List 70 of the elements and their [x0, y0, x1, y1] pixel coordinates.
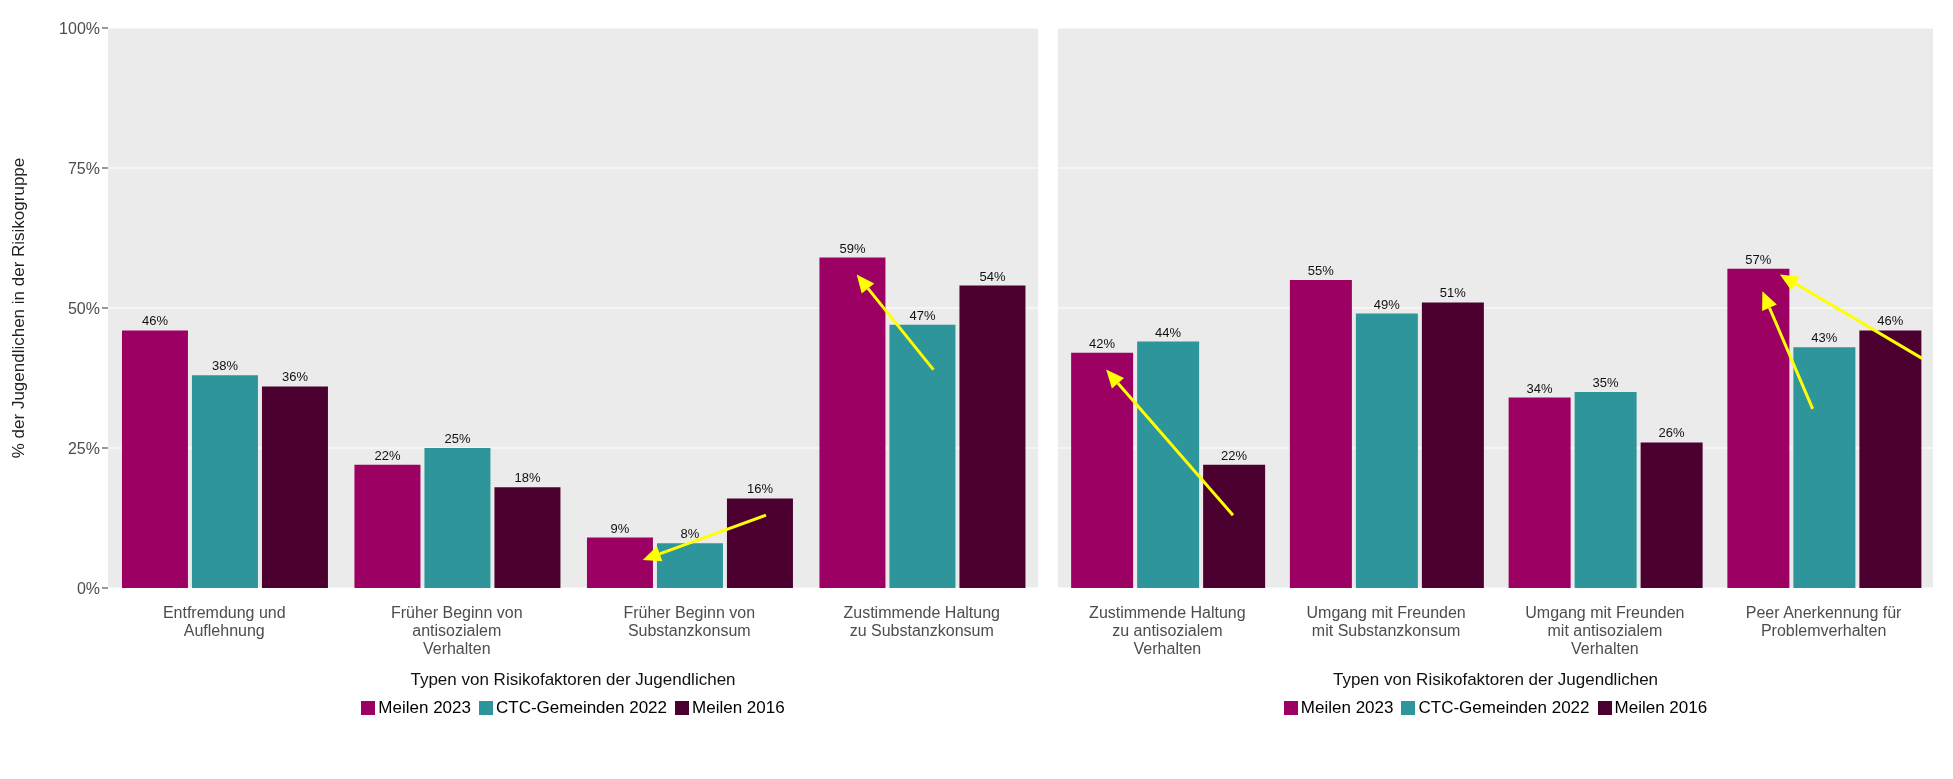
data-label: 55%	[1307, 263, 1335, 278]
x-tick-label: Peer Anerkennung für Problemverhalten	[1745, 604, 1903, 639]
bar	[191, 375, 258, 588]
y-tick-label: 0%	[76, 579, 100, 597]
x-tick-label: Früher Beginn von Substanzkonsum	[623, 604, 756, 639]
bar	[424, 448, 491, 588]
data-label: 59%	[839, 240, 866, 256]
data-label: 25%	[444, 431, 471, 446]
bar	[819, 257, 886, 588]
data-label: 49%	[1373, 296, 1401, 312]
data-label: 9%	[610, 520, 630, 536]
bar	[1793, 347, 1856, 588]
data-label: 8%	[680, 526, 700, 542]
bar	[261, 386, 328, 588]
data-label: 46%	[1877, 313, 1904, 329]
data-label: 34%	[1526, 380, 1554, 396]
data-label: 43%	[1811, 330, 1838, 346]
x-tick-label: Umgang mit Freunden mit Substanzkonsum	[1306, 604, 1466, 639]
data-label: 22%	[374, 447, 401, 463]
x-tick-label: Zustimmende Haltung zu antisozialem Verhalten	[1089, 604, 1246, 657]
data-label: 38%	[211, 358, 239, 374]
data-label: 18%	[514, 470, 541, 486]
bar	[889, 324, 956, 588]
data-label: 26%	[1658, 425, 1686, 441]
bar	[354, 464, 421, 588]
y-axis-title: % der Jugendlichen in der Risikogruppe	[9, 157, 29, 459]
data-label: 47%	[909, 307, 936, 323]
bar	[1727, 268, 1790, 588]
data-label: 51%	[1439, 285, 1467, 301]
bar	[1355, 313, 1418, 588]
y-tick-label: 75%	[67, 159, 100, 177]
bar	[1640, 442, 1703, 588]
bar	[586, 537, 653, 588]
x-tick-label: Entfremdung und Auflehnung	[162, 604, 286, 639]
bar	[121, 330, 188, 588]
data-label: 22%	[1221, 447, 1248, 463]
bar	[1508, 397, 1571, 588]
legend-label: CTC-Gemeinden 2022	[495, 698, 668, 718]
data-label: 54%	[979, 268, 1006, 284]
y-tick-label: 25%	[67, 439, 100, 457]
data-label: 16%	[746, 481, 774, 497]
x-tick-label: Zustimmende Haltung zu Substanzkonsum	[843, 604, 1001, 639]
data-label: 57%	[1745, 251, 1772, 267]
y-tick-label: 50%	[67, 299, 100, 317]
bar	[1859, 330, 1922, 588]
bar	[1289, 280, 1352, 588]
x-tick-label: Umgang mit Freunden mit antisozialem Verhalten	[1525, 604, 1685, 657]
data-label: 46%	[141, 313, 169, 329]
legend-label: Meilen 2023	[1300, 698, 1394, 718]
x-axis-title: Typen von Risikofaktoren der Jugendlichen	[1331, 670, 1660, 690]
bar	[1421, 302, 1484, 588]
legend-label: CTC-Gemeinden 2022	[1418, 698, 1590, 718]
bar	[959, 285, 1026, 588]
bar	[1071, 352, 1134, 588]
data-label: 42%	[1089, 335, 1116, 351]
x-axis-title: Typen von Risikofaktoren der Jugendlichen	[409, 670, 737, 690]
legend-label: Meilen 2016	[1614, 698, 1708, 718]
bar	[494, 487, 561, 588]
data-label: 44%	[1155, 324, 1182, 340]
data-label: 36%	[281, 369, 309, 385]
legend-label: Meilen 2023	[378, 698, 471, 718]
bar	[1203, 464, 1266, 588]
bar	[656, 543, 723, 588]
legend-label: Meilen 2016	[692, 698, 785, 718]
y-tick-label: 100%	[59, 19, 100, 37]
bar	[1137, 341, 1200, 588]
bar	[726, 498, 793, 588]
bar	[1574, 392, 1637, 588]
data-label: 35%	[1592, 375, 1620, 390]
x-tick-label: Früher Beginn von antisozialem Verhalten	[390, 604, 523, 657]
